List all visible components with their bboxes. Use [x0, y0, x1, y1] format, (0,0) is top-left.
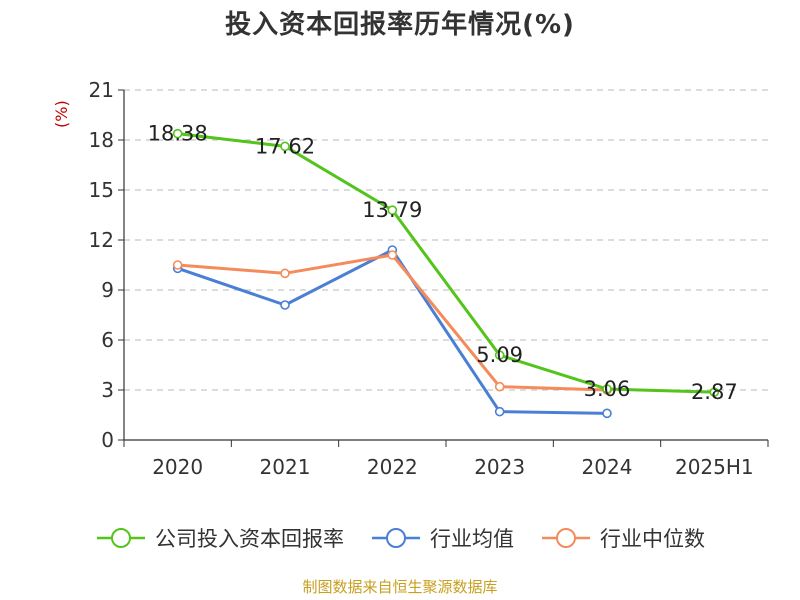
y-tick-label: 18 — [89, 128, 114, 152]
series-point-0 — [494, 350, 505, 360]
series-point-0 — [172, 128, 183, 139]
series-point-0 — [387, 205, 398, 215]
y-tick-label: 3 — [101, 378, 114, 402]
series-point-0 — [602, 384, 612, 394]
legend-item-1[interactable]: 行业均值 — [370, 523, 514, 553]
data-label: 5.09 — [476, 343, 523, 367]
series-point-2 — [494, 381, 505, 392]
series-point-2 — [172, 260, 183, 270]
series-point-1 — [280, 300, 290, 310]
data-source-note: 制图数据来自恒生聚源数据库 — [302, 578, 498, 596]
legend-label: 行业中位数 — [600, 527, 705, 551]
chart-legend: 公司投入资本回报率 行业均值 行业中位数 — [0, 520, 800, 556]
y-tick-label: 15 — [89, 178, 114, 202]
data-label: 2.87 — [691, 380, 738, 404]
series-point-1 — [602, 408, 612, 419]
legend-swatch-icon — [372, 528, 420, 548]
legend-item-2[interactable]: 行业中位数 — [540, 523, 705, 553]
legend-item-0[interactable]: 公司投入资本回报率 — [95, 523, 344, 553]
legend-swatch-icon — [97, 528, 145, 548]
y-tick-label: 12 — [89, 228, 114, 252]
legend-label: 公司投入资本回报率 — [155, 527, 344, 551]
series-point-0 — [709, 387, 720, 397]
data-label: 13.79 — [362, 198, 422, 222]
data-label: 18.38 — [148, 122, 208, 146]
y-tick-label: 6 — [101, 328, 114, 352]
series-point-0 — [280, 141, 290, 152]
series-point-1 — [494, 406, 505, 417]
line-chart: 0 3 6 9 12 15 18 21 2020 2021 2022 2023 2024 2025H1 18… — [89, 78, 769, 479]
x-tick-label-2025H1: 2025H1 — [675, 455, 754, 479]
y-tick-label: 9 — [101, 278, 114, 302]
data-label: 3.06 — [584, 377, 631, 401]
data-label: 17.62 — [255, 134, 315, 158]
legend-swatch-icon — [542, 528, 590, 548]
series-point-2 — [280, 268, 290, 279]
x-tick-label-2020: 2020 — [152, 455, 203, 479]
x-tick-label-2024: 2024 — [582, 455, 633, 479]
x-tick-label-2021: 2021 — [260, 455, 311, 479]
series-line-0 — [177, 132, 715, 394]
series-point-2 — [387, 250, 398, 260]
y-tick-label: 0 — [101, 428, 114, 452]
x-tick-label-2023: 2023 — [474, 455, 525, 479]
x-tick-label-2022: 2022 — [367, 455, 418, 479]
y-tick-label: 21 — [89, 78, 114, 102]
chart-title: 投入资本回报率历年情况(%) — [225, 10, 575, 40]
legend-label: 行业均值 — [430, 527, 514, 551]
